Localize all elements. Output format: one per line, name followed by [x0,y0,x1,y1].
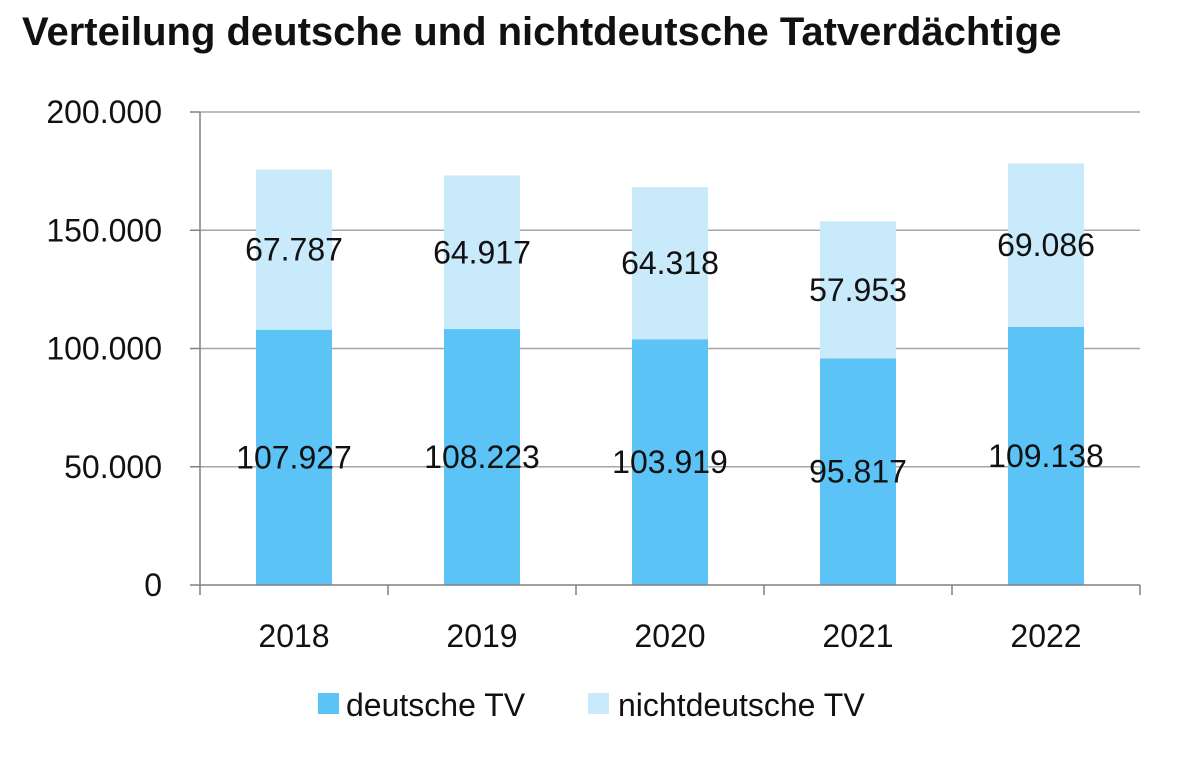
data-label: 67.787 [245,232,343,268]
data-label: 108.223 [424,439,540,475]
bars [256,163,1084,585]
y-tick-label: 100.000 [46,331,162,367]
bar-nichtdeutsche-2020 [632,187,708,340]
bar-nichtdeutsche-2018 [256,169,332,330]
bar-deutsche-2020 [632,339,708,585]
y-tick-label: 50.000 [64,449,162,485]
data-label: 64.917 [433,234,531,270]
data-label: 64.318 [621,245,719,281]
y-tick-label: 200.000 [46,94,162,130]
data-labels: 107.927 67.787 108.223 64.917 103.919 64.318 9… [236,227,1104,490]
data-label: 57.953 [809,272,907,308]
data-label: 107.927 [236,439,352,475]
data-label: 103.919 [612,444,728,480]
legend-label: deutsche TV [346,687,526,723]
data-label: 95.817 [809,454,907,490]
legend: deutsche TV nichtdeutsche TV [318,687,865,723]
data-label: 109.138 [988,438,1104,474]
y-tick-label: 150.000 [46,212,162,248]
bar-deutsche-2019 [444,329,520,585]
bar-deutsche-2021 [820,358,896,585]
data-label: 69.086 [997,227,1095,263]
x-tick-label: 2018 [258,618,329,654]
axes: 0 50.000 100.000 150.000 200.000 2018 2019 2020… [46,94,1141,654]
x-tick-label: 2022 [1010,618,1081,654]
bar-nichtdeutsche-2021 [820,221,896,359]
legend-label: nichtdeutsche TV [618,687,865,723]
bar-nichtdeutsche-2022 [1008,163,1084,327]
x-tick-label: 2019 [446,618,517,654]
legend-swatch-deutsche [318,693,339,714]
x-tick-label: 2021 [822,618,893,654]
bar-deutsche-2018 [256,329,332,585]
bar-nichtdeutsche-2019 [444,175,520,330]
y-tick-label: 0 [144,567,162,603]
x-tick-label: 2020 [634,618,705,654]
legend-swatch-nichtdeutsche [588,693,609,714]
chart-title: Verteilung deutsche und nichtdeutsche Ta… [22,10,1062,54]
bar-deutsche-2022 [1008,326,1084,585]
